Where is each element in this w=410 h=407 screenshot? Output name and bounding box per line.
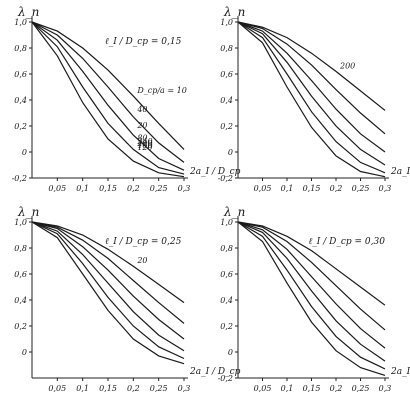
x-axis-label: 2a_I / D_ср	[390, 167, 410, 177]
y-tick-label: 0,6	[220, 70, 233, 79]
y-axis-label: λ_п	[223, 205, 245, 219]
y-tick-label: 1,0	[14, 18, 27, 27]
x-tick-label: 0,3	[379, 184, 392, 193]
x-tick-label: 0,2	[127, 184, 140, 193]
curve-label: 240	[136, 137, 152, 146]
x-tick-label: 0,05	[254, 384, 272, 393]
series-line-4	[237, 221, 386, 362]
series-line-5	[31, 221, 185, 360]
y-tick-label: 0	[228, 348, 233, 357]
curve-label: 20	[136, 121, 147, 130]
series-line-1	[237, 21, 386, 111]
series-line-6	[31, 221, 185, 365]
x-tick-label: 0,3	[178, 184, 191, 193]
x-tick-label: 0,05	[48, 384, 66, 393]
x-tick-label: 0,25	[150, 384, 168, 393]
curve-label: 160	[137, 141, 152, 150]
curve-label: 120	[137, 143, 152, 152]
curve-label: 200	[136, 139, 152, 148]
x-axis-label: 2a_I / D_ср	[189, 367, 241, 377]
curve-label: D_ср/a = 10	[136, 86, 186, 95]
curve-label: 20	[136, 256, 147, 265]
x-tick-label: 0,15	[99, 184, 117, 193]
series-line-2	[31, 21, 185, 163]
y-tick-label: 0	[228, 148, 233, 157]
series-line-6	[237, 21, 386, 178]
series-line-5	[31, 21, 185, 178]
y-tick-label: 0,4	[220, 96, 233, 105]
y-tick-label: 0	[22, 148, 27, 157]
x-tick-label: 0,25	[150, 184, 168, 193]
series-line-1	[237, 221, 386, 306]
series-line-3	[237, 221, 386, 349]
x-tick-label: 0,1	[76, 184, 89, 193]
y-tick-label: 0,8	[220, 44, 233, 53]
x-tick-label: 0,25	[352, 384, 370, 393]
x-tick-label: 0,15	[303, 184, 321, 193]
x-tick-label: 0,15	[303, 384, 321, 393]
chart-annotation: ℓ_I / D_ср = 0,15	[105, 37, 182, 47]
y-axis-label: λ_п	[17, 5, 39, 19]
x-tick-label: 0,15	[99, 384, 117, 393]
series-line-4	[31, 221, 185, 352]
x-tick-label: 0,1	[281, 384, 294, 393]
series-line-4	[237, 21, 386, 166]
series-line-1	[31, 21, 185, 150]
y-tick-label: 0,8	[14, 44, 27, 53]
y-tick-label: 0,8	[220, 244, 233, 253]
x-tick-label: 0,05	[254, 184, 272, 193]
curve-label: 40	[136, 105, 147, 114]
y-tick-label: -0,2	[12, 174, 27, 183]
y-tick-label: -0,2	[218, 374, 233, 383]
y-tick-label: 1,0	[220, 18, 233, 27]
y-tick-label: 0,2	[14, 322, 27, 331]
x-tick-label: 0,3	[178, 384, 191, 393]
x-tick-label: 0,25	[352, 184, 370, 193]
series-line-3	[237, 21, 386, 153]
series-line-1	[31, 221, 185, 304]
x-tick-label: 0,2	[127, 384, 140, 393]
y-tick-label: 0,4	[14, 96, 27, 105]
x-tick-label: 0,1	[76, 384, 89, 393]
y-tick-label: 0,8	[14, 244, 27, 253]
y-tick-label: 1,0	[14, 218, 27, 227]
y-tick-label: -0,2	[218, 174, 233, 183]
series-line-4	[31, 21, 185, 175]
curve-label: 200	[339, 61, 355, 70]
series-line-2	[237, 221, 386, 331]
y-axis-label: λ_п	[223, 5, 245, 19]
y-tick-label: 0,4	[220, 296, 233, 305]
series-line-3	[31, 221, 185, 340]
y-axis-label: λ_п	[17, 205, 39, 219]
x-tick-label: 0,3	[379, 384, 392, 393]
series-line-3	[31, 21, 185, 171]
y-tick-label: 0,6	[220, 270, 233, 279]
x-tick-label: 0,1	[281, 184, 294, 193]
y-tick-label: 0	[22, 348, 27, 357]
y-tick-label: 0,2	[220, 122, 233, 131]
series-line-2	[31, 221, 185, 324]
y-tick-label: 0,6	[14, 270, 27, 279]
chart-annotation: ℓ_I / D_ср = 0,30	[309, 237, 386, 247]
x-tick-label: 0,05	[48, 184, 66, 193]
y-tick-label: 0,2	[220, 322, 233, 331]
x-axis-label: 2a_I / D_ср	[189, 167, 241, 177]
x-tick-label: 0,2	[330, 384, 343, 393]
chart-annotation: ℓ_I / D_ср = 0,25	[105, 237, 182, 247]
y-tick-label: 0,2	[14, 122, 27, 131]
series-line-5	[237, 221, 386, 370]
y-tick-label: 0,6	[14, 70, 27, 79]
x-axis-label: 2a_I / D_ср	[390, 367, 410, 377]
curve-label: 80	[137, 133, 147, 142]
series-line-2	[237, 21, 386, 135]
series-line-5	[237, 21, 386, 174]
y-tick-label: 0,4	[14, 296, 27, 305]
x-tick-label: 0,2	[330, 184, 343, 193]
series-line-6	[237, 221, 386, 376]
y-tick-label: 1,0	[220, 218, 233, 227]
